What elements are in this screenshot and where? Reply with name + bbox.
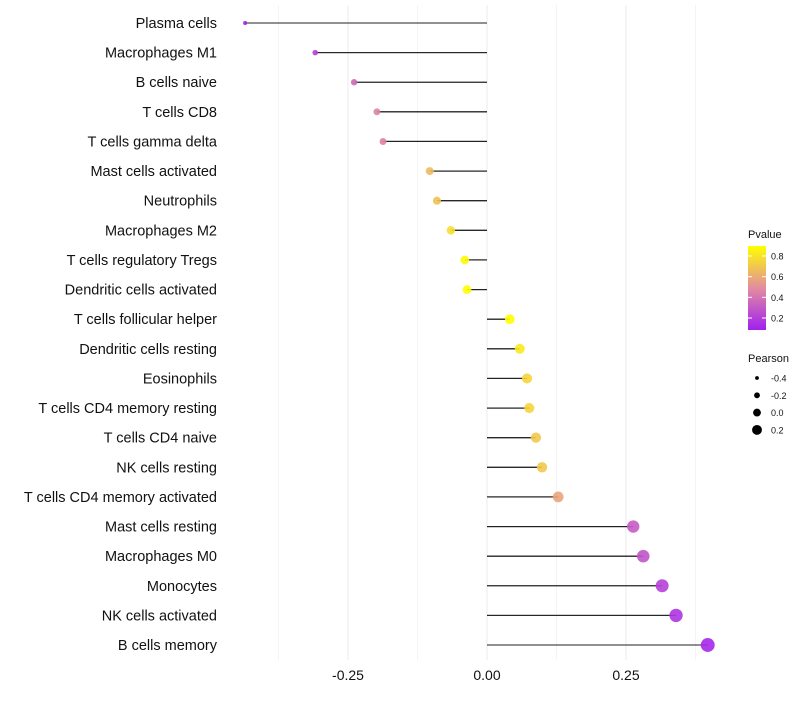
point [462, 285, 472, 294]
size-legend-dot [752, 424, 762, 435]
size-legend-label: 0.2 [771, 425, 784, 435]
size-legend-label: -0.4 [771, 374, 787, 384]
colorbar-label: 0.4 [771, 293, 784, 303]
y-tick-label: T cells regulatory Tregs [67, 253, 217, 269]
x-tick-label: 0.00 [473, 667, 500, 683]
pearson-legend-title: Pearson [748, 353, 789, 365]
point [446, 226, 456, 235]
y-tick-label: NK cells activated [102, 608, 217, 624]
colorbar-label: 0.2 [771, 313, 784, 323]
y-tick-label: T cells CD4 naive [104, 431, 217, 447]
y-tick-label: B cells memory [118, 638, 218, 654]
point [373, 108, 381, 116]
point [627, 520, 640, 533]
point [432, 196, 442, 205]
y-tick-label: T cells gamma delta [88, 134, 218, 150]
point [350, 79, 358, 86]
x-tick-labels: -0.25 0.00 0.25 [332, 667, 640, 683]
size-legend-label: -0.2 [771, 391, 787, 401]
grid [278, 5, 696, 660]
y-tick-label: Mast cells resting [105, 520, 217, 536]
y-tick-label: T cells CD4 memory resting [38, 401, 217, 417]
pvalue-colorbar [748, 246, 766, 330]
point [552, 491, 564, 503]
point [636, 549, 650, 563]
point [536, 462, 548, 473]
size-legend-dot [755, 376, 759, 380]
y-tick-label: T cells CD4 memory activated [24, 490, 217, 506]
y-tick-label: Dendritic cells resting [79, 342, 217, 358]
point [379, 137, 387, 145]
y-tick-label: Macrophages M2 [105, 223, 217, 239]
y-tick-label: Plasma cells [136, 16, 217, 32]
point [504, 314, 515, 325]
y-tick-label: Mast cells activated [90, 164, 217, 180]
y-tick-label: NK cells resting [116, 460, 217, 476]
size-legend-dot [753, 408, 761, 417]
size-legend-label: 0.0 [771, 408, 784, 418]
point [312, 49, 318, 56]
size-legend-dot [754, 392, 760, 399]
dots [243, 20, 715, 652]
y-tick-label: Macrophages M1 [105, 46, 217, 62]
point [425, 167, 434, 176]
colorbar-label: 0.6 [771, 272, 784, 282]
point [655, 579, 669, 593]
point [514, 343, 525, 354]
legend: Pvalue 0.8 0.6 0.4 0.2 Pearson -0.4 -0.2 0.0 0.2 [748, 229, 789, 435]
y-tick-label: Neutrophils [144, 194, 217, 210]
stems [245, 22, 708, 646]
point [460, 255, 470, 265]
y-tick-label: Dendritic cells activated [65, 283, 217, 299]
x-tick-label: -0.25 [332, 667, 364, 683]
point [669, 608, 683, 623]
pvalue-legend-title: Pvalue [748, 229, 782, 241]
y-tick-label: Monocytes [147, 579, 217, 595]
y-tick-label: Macrophages M0 [105, 549, 217, 565]
point [243, 20, 248, 26]
y-tick-label: T cells CD8 [142, 105, 217, 121]
y-tick-label: Eosinophils [143, 371, 217, 387]
y-tick-labels: Plasma cells Macrophages M1 B cells naive T… [24, 16, 218, 654]
x-tick-label: 0.25 [612, 667, 639, 683]
colorbar-label: 0.8 [771, 252, 784, 262]
y-tick-label: T cells follicular helper [74, 312, 217, 328]
point [700, 638, 715, 652]
y-tick-label: B cells naive [136, 75, 217, 91]
point [524, 402, 535, 414]
point [530, 432, 542, 443]
point [521, 373, 533, 384]
